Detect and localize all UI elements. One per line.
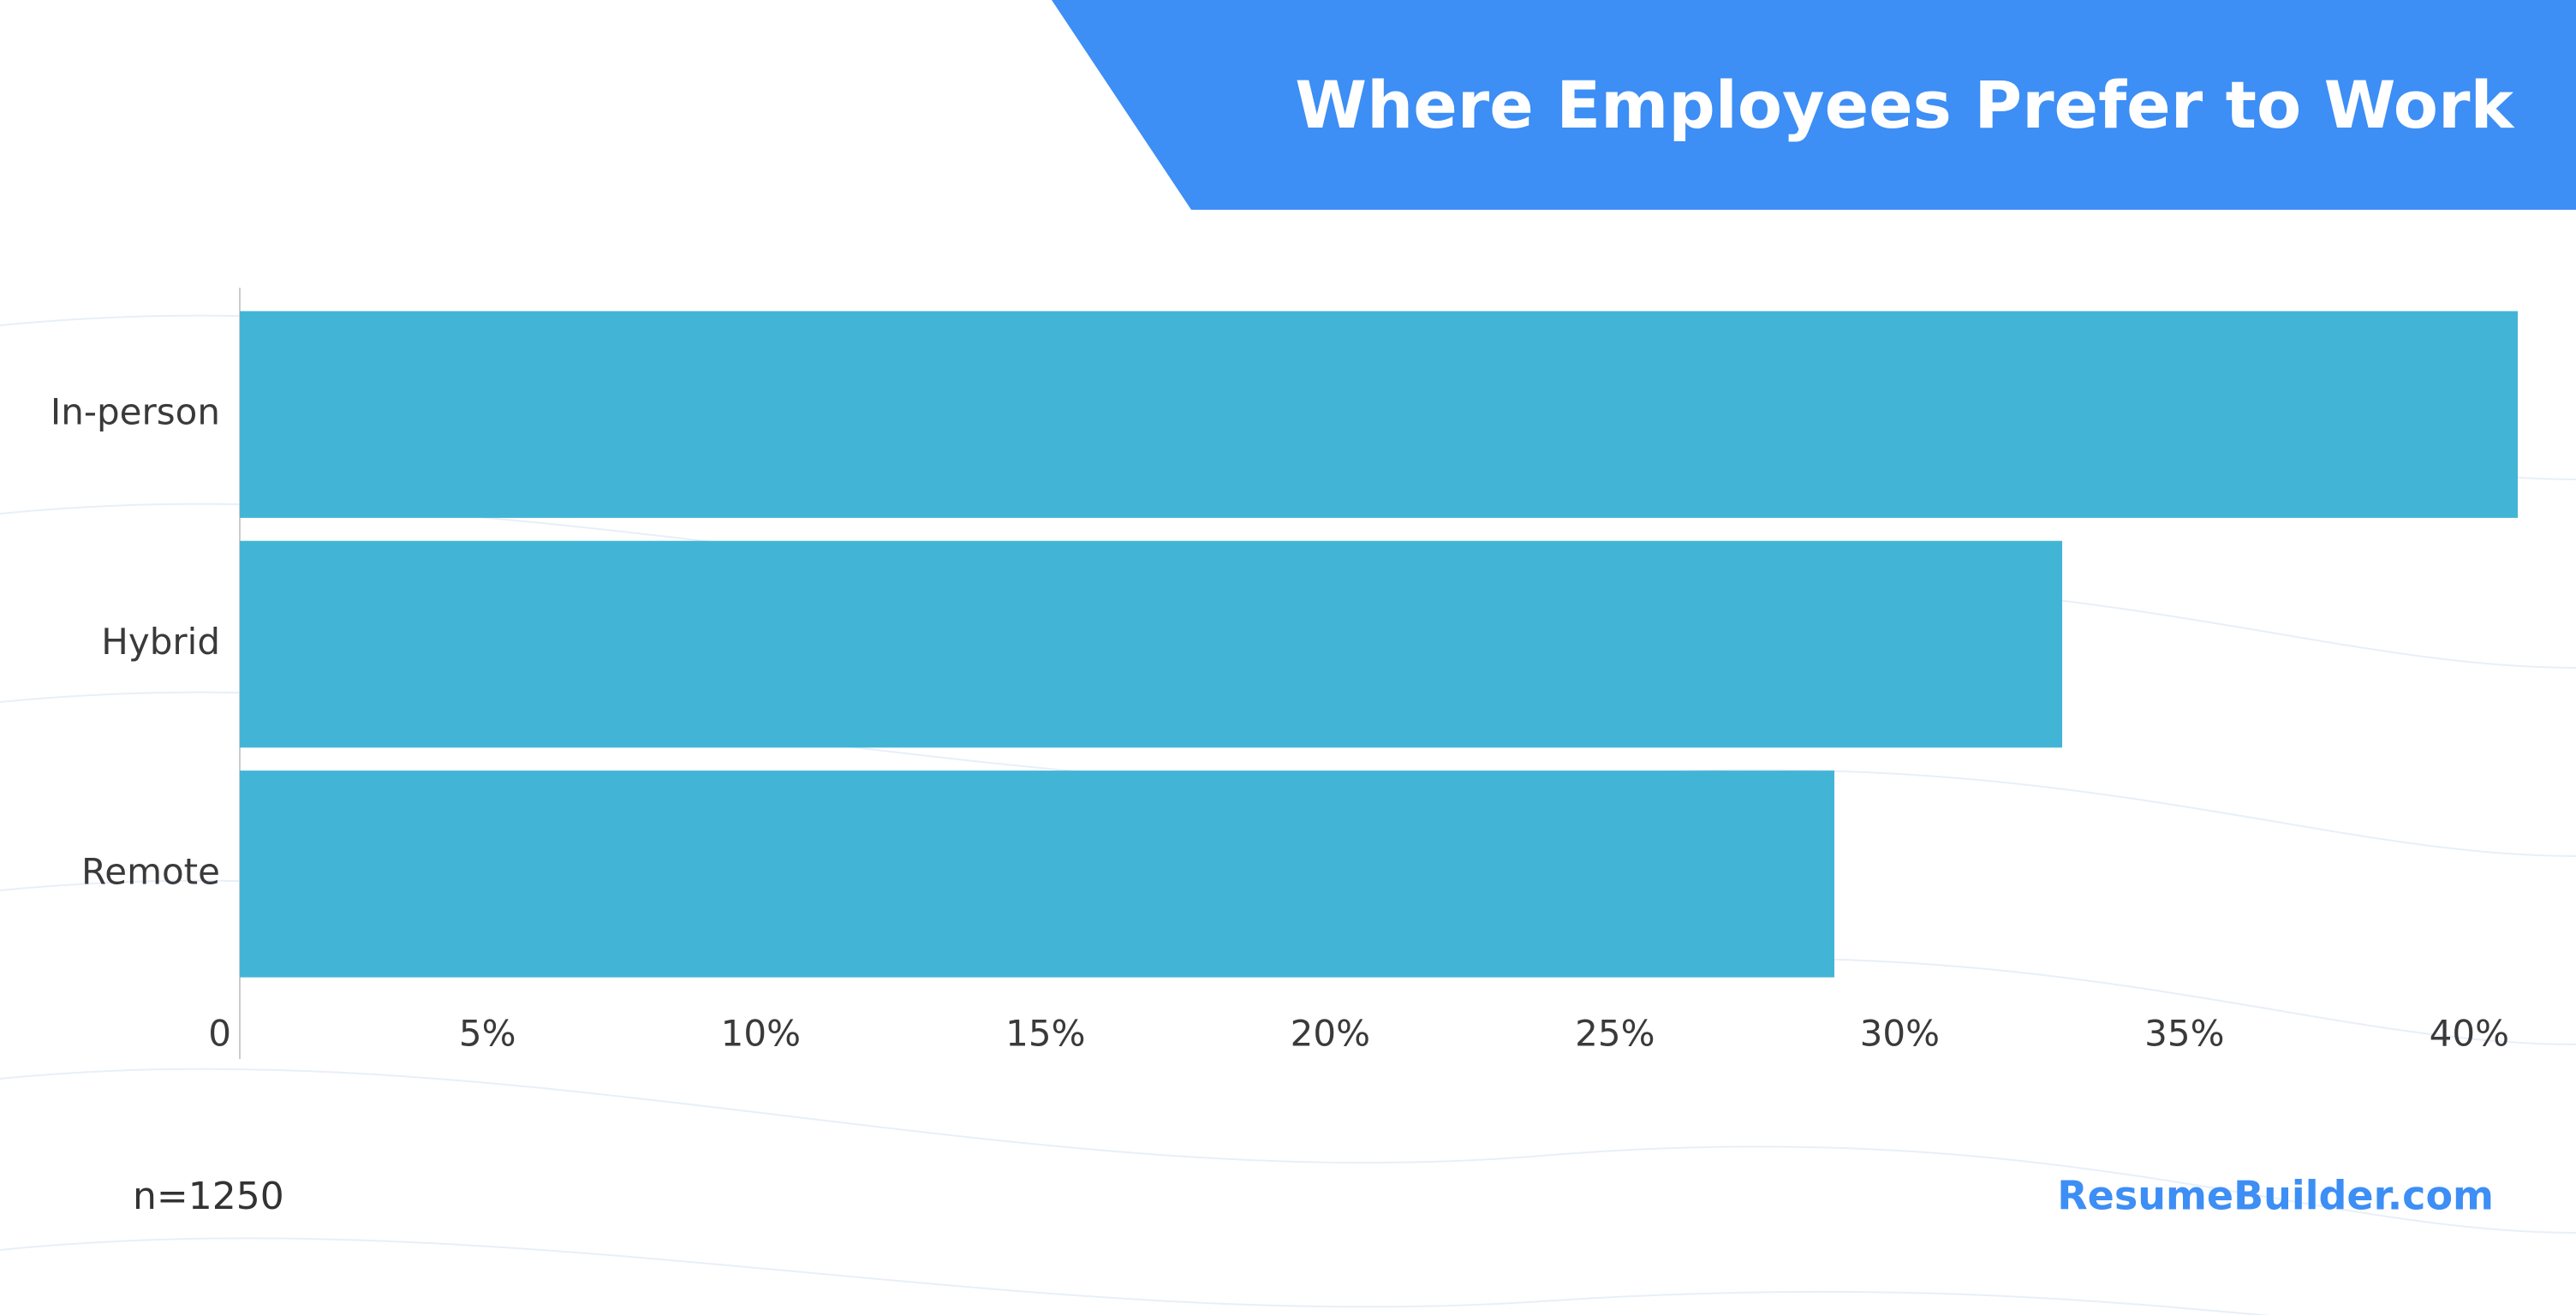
x-tick-label: 25%: [1575, 1013, 1655, 1055]
y-tick-label: In-person: [51, 391, 220, 433]
x-tick-label: 35%: [2144, 1013, 2224, 1055]
x-tick-label: 40%: [2430, 1013, 2509, 1055]
y-tick-label: Remote: [81, 850, 220, 892]
footnote: n=1250: [133, 1175, 284, 1218]
source: ResumeBuilder.com: [2057, 1173, 2494, 1219]
x-tick-label: 5%: [459, 1013, 516, 1055]
x-tick-label: 30%: [1860, 1013, 1940, 1055]
x-tick-label: 20%: [1291, 1013, 1370, 1055]
bar: [240, 311, 2518, 518]
y-tick-label: Hybrid: [101, 621, 220, 663]
chart-title: Where Employees Prefer to Work: [1295, 67, 2514, 143]
x-tick-label: 15%: [1005, 1013, 1085, 1055]
bar: [240, 540, 2062, 748]
bar: [240, 771, 1834, 978]
x-tick-label: 0: [208, 1013, 231, 1055]
title-banner: [1052, 0, 2576, 210]
x-tick-label: 10%: [721, 1013, 801, 1055]
